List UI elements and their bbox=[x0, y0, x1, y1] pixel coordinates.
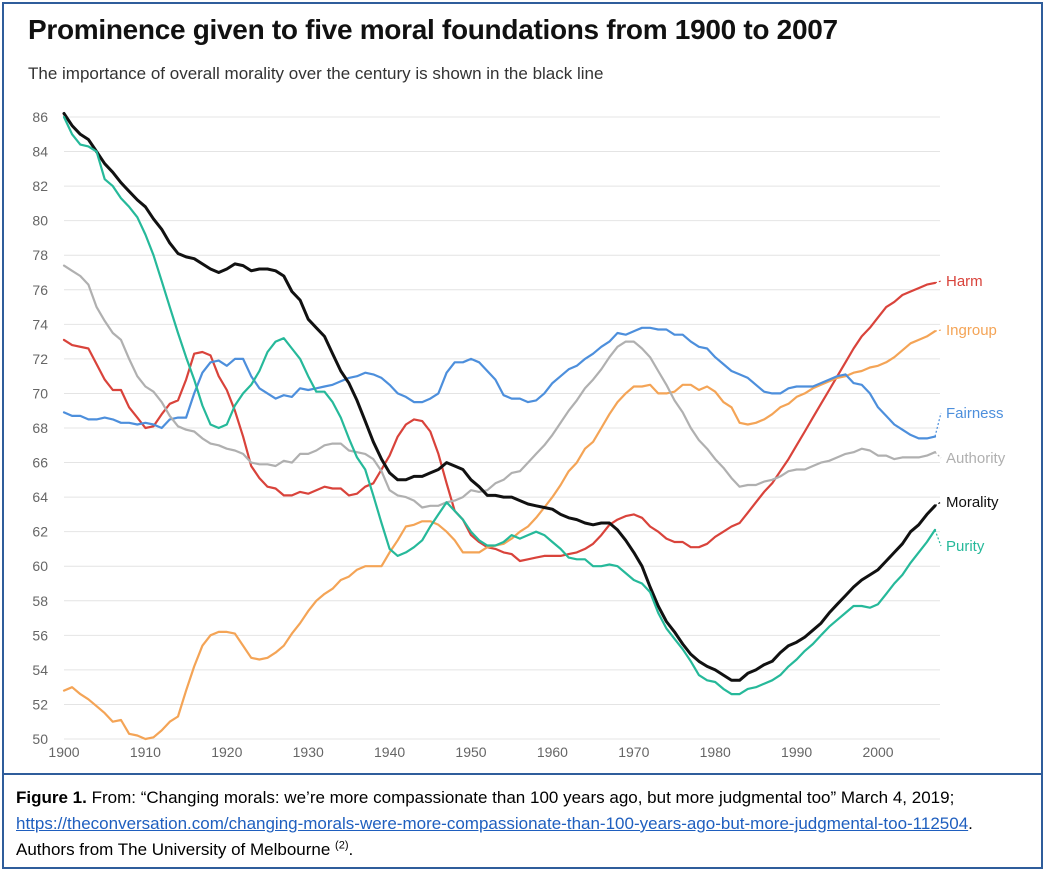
y-tick-label: 66 bbox=[32, 455, 48, 471]
series-line-purity bbox=[62, 115, 937, 696]
y-tick-label: 64 bbox=[32, 489, 48, 505]
x-tick-label: 1990 bbox=[781, 744, 812, 760]
series-label-morality: Morality bbox=[946, 494, 999, 511]
y-tick-label: 56 bbox=[32, 627, 48, 643]
caption-link[interactable]: https://theconversation.com/changing-mor… bbox=[16, 814, 969, 833]
series-line-fairness bbox=[62, 326, 937, 440]
caption-end: . bbox=[348, 840, 354, 859]
y-tick-label: 72 bbox=[32, 351, 48, 367]
x-tick-label: 1960 bbox=[537, 744, 568, 760]
series-label-purity: Purity bbox=[946, 538, 985, 555]
series-label-ingroup: Ingroup bbox=[946, 322, 997, 339]
x-tick-label: 1940 bbox=[374, 744, 405, 760]
y-tick-label: 80 bbox=[32, 213, 48, 229]
series-label-harm: Harm bbox=[946, 273, 983, 290]
series-leader-fairness bbox=[934, 412, 942, 437]
series-line-harm bbox=[62, 281, 937, 563]
x-tick-label: 1910 bbox=[130, 744, 161, 760]
series-leader-authority bbox=[934, 451, 942, 459]
series-leader-purity bbox=[934, 529, 942, 547]
chart-subtitle: The importance of overall morality over … bbox=[28, 64, 604, 83]
y-tick-label: 60 bbox=[32, 558, 48, 574]
y-tick-label: 58 bbox=[32, 593, 48, 609]
caption-text: From: “Changing morals: we’re more compa… bbox=[86, 788, 955, 807]
y-tick-label: 62 bbox=[32, 524, 48, 540]
line-chart: 50 52 54 56 58 60 62 64 66 68 70 72 74 76 78 80 82 84 86 19… bbox=[32, 109, 1006, 760]
y-tick-label: 52 bbox=[32, 696, 48, 712]
series-leader-ingroup bbox=[934, 329, 942, 332]
x-tick-label: 1900 bbox=[48, 744, 79, 760]
x-tick-label: 2000 bbox=[862, 744, 893, 760]
caption-superscript: (2) bbox=[335, 839, 349, 852]
y-tick-label: 50 bbox=[32, 731, 48, 747]
y-tick-label: 82 bbox=[32, 178, 48, 194]
y-tick-label: 78 bbox=[32, 247, 48, 263]
y-tick-label: 74 bbox=[32, 316, 48, 332]
x-tick-label: 1980 bbox=[700, 744, 731, 760]
y-tick-label: 76 bbox=[32, 282, 48, 298]
y-tick-label: 86 bbox=[32, 109, 48, 125]
y-tick-label: 68 bbox=[32, 420, 48, 436]
series-label-fairness: Fairness bbox=[946, 405, 1004, 422]
caption-text-after: . Authors from The University of Melbour… bbox=[16, 814, 973, 859]
y-tick-label: 84 bbox=[32, 144, 48, 160]
chart-title: Prominence given to five moral foundatio… bbox=[28, 14, 838, 45]
caption-label: Figure 1. bbox=[16, 788, 87, 807]
x-tick-label: 1920 bbox=[211, 744, 242, 760]
y-tick-label: 54 bbox=[32, 662, 48, 678]
x-tick-label: 1930 bbox=[293, 744, 324, 760]
series-line-authority bbox=[62, 264, 937, 509]
series-label-authority: Authority bbox=[946, 450, 1006, 467]
figure-caption: Figure 1. From: “Changing morals: we’re … bbox=[4, 773, 1043, 869]
series-leader-harm bbox=[934, 280, 942, 284]
x-tick-label: 1950 bbox=[455, 744, 486, 760]
series-leader-morality bbox=[934, 501, 942, 507]
series-line-morality bbox=[62, 112, 937, 682]
y-tick-label: 70 bbox=[32, 385, 48, 401]
x-tick-label: 1970 bbox=[618, 744, 649, 760]
